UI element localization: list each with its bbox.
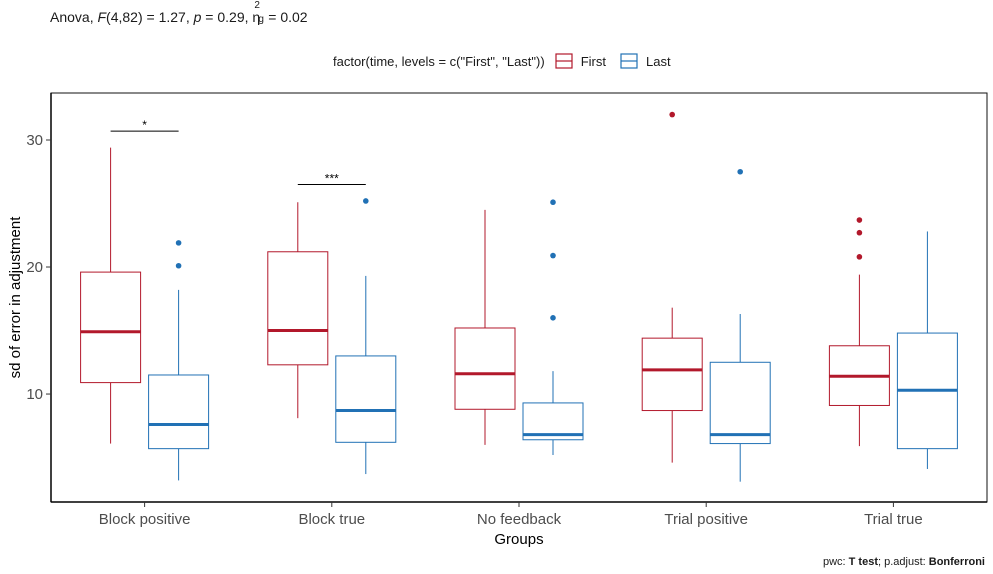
legend-title: factor(time, levels = c("First", "Last")… [333, 53, 545, 69]
x-tick-label: Block true [298, 511, 365, 528]
x-tick-label: Trial positive [664, 511, 748, 528]
outlier-point [737, 168, 743, 175]
box-last-4 [709, 168, 771, 482]
iqr-box [335, 355, 397, 443]
iqr-box [267, 251, 329, 366]
outlier-point [550, 252, 556, 259]
outlier-point [363, 198, 369, 204]
y-tick-label: 10 [26, 386, 43, 403]
iqr-box [148, 374, 210, 450]
legend-item-first: First [553, 52, 606, 70]
box-first-2 [267, 202, 329, 419]
legend-swatch-last [620, 53, 638, 69]
y-axis-title: sd of error in adjustment [7, 216, 24, 379]
legend-label-first: First [580, 53, 606, 69]
iqr-box [709, 361, 771, 445]
legend: factor(time, levels = c("First", "Last")… [333, 52, 683, 70]
x-axis-title: Groups [494, 531, 543, 548]
outlier-point [856, 254, 863, 260]
box-last-3 [522, 199, 584, 456]
box-last-5 [896, 231, 958, 469]
outlier-point [550, 315, 556, 321]
y-tick-label: 20 [26, 259, 43, 276]
x-tick-label: Trial true [864, 511, 923, 528]
iqr-box [80, 271, 142, 384]
box-first-3 [454, 209, 516, 445]
outlier-point [175, 240, 182, 246]
footnote: pwc: T test; p.adjust: Bonferroni [822, 556, 985, 568]
outlier-point [856, 217, 863, 223]
x-tick-label: No feedback [477, 511, 562, 528]
box-first-5 [828, 217, 890, 447]
significance-label: * [142, 118, 147, 132]
legend-item-last: Last [618, 52, 671, 70]
y-tick-label: 30 [26, 132, 43, 149]
outlier-point [856, 229, 863, 236]
box-first-4 [641, 111, 703, 463]
iqr-box [641, 337, 703, 412]
box-last-1 [148, 240, 210, 481]
legend-swatch-first [555, 53, 573, 69]
box-last-2 [335, 198, 397, 475]
x-tick-label: Block positive [99, 511, 191, 528]
iqr-box [454, 327, 516, 410]
outlier-point [669, 111, 675, 118]
significance-label: *** [325, 171, 339, 185]
outlier-point [175, 262, 182, 269]
box-first-1 [80, 147, 142, 444]
outlier-point [550, 199, 556, 206]
legend-label-last: Last [645, 53, 671, 69]
